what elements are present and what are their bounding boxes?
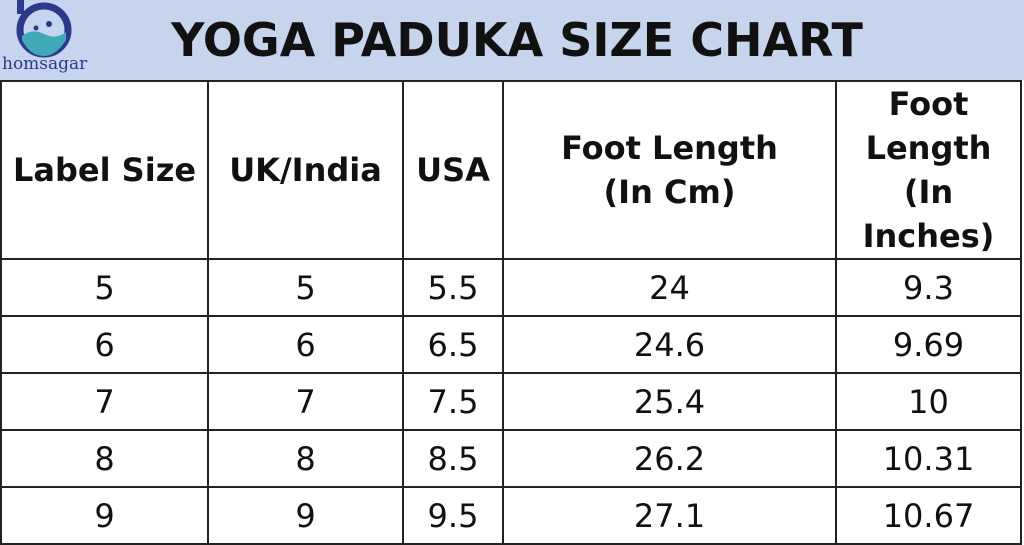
header-uk-india: UK/India	[207, 80, 404, 260]
table-cell: 8	[0, 429, 209, 488]
size-chart-table: Label Size UK/India USA Foot Length (In …	[0, 80, 1022, 545]
table-cell: 10	[835, 372, 1022, 431]
table-cell: 6	[0, 315, 209, 374]
table-cell: 6.5	[402, 315, 504, 374]
header-foot-length-inches: Foot Length (In Inches)	[835, 80, 1022, 260]
header-usa: USA	[402, 80, 504, 260]
logo-text: homsagar	[2, 54, 88, 74]
table-cell: 9	[0, 486, 209, 545]
logo-icon	[16, 0, 72, 58]
table-cell: 5.5	[402, 258, 504, 317]
table-cell: 10.67	[835, 486, 1022, 545]
table-row: 8 8 8.5 26.2 10.31	[0, 429, 1022, 488]
table-row: 5 5 5.5 24 9.3	[0, 258, 1022, 317]
table-row: 6 6 6.5 24.6 9.69	[0, 315, 1022, 374]
table-cell: 9.5	[402, 486, 504, 545]
header-label-size: Label Size	[0, 80, 209, 260]
title-banner	[0, 0, 1024, 80]
table-cell: 8.5	[402, 429, 504, 488]
table-row: 7 7 7.5 25.4 10	[0, 372, 1022, 431]
table-cell: 25.4	[502, 372, 837, 431]
table-cell: 9.69	[835, 315, 1022, 374]
table-cell: 26.2	[502, 429, 837, 488]
table-cell: 9.3	[835, 258, 1022, 317]
table-cell: 7.5	[402, 372, 504, 431]
table-cell: 24	[502, 258, 837, 317]
table-cell: 5	[207, 258, 404, 317]
header-foot-length-cm: Foot Length (In Cm)	[502, 80, 837, 260]
table-cell: 7	[0, 372, 209, 431]
table-cell: 10.31	[835, 429, 1022, 488]
table-cell: 5	[0, 258, 209, 317]
table-row: 9 9 9.5 27.1 10.67	[0, 486, 1022, 545]
table-cell: 7	[207, 372, 404, 431]
table-cell: 9	[207, 486, 404, 545]
page-title: YOGA PADUKA SIZE CHART	[171, 13, 863, 67]
brand-logo: homsagar	[2, 0, 98, 82]
table-cell: 8	[207, 429, 404, 488]
table-cell: 27.1	[502, 486, 837, 545]
header-row: Label Size UK/India USA Foot Length (In …	[0, 80, 1022, 260]
table-cell: 6	[207, 315, 404, 374]
table-cell: 24.6	[502, 315, 837, 374]
